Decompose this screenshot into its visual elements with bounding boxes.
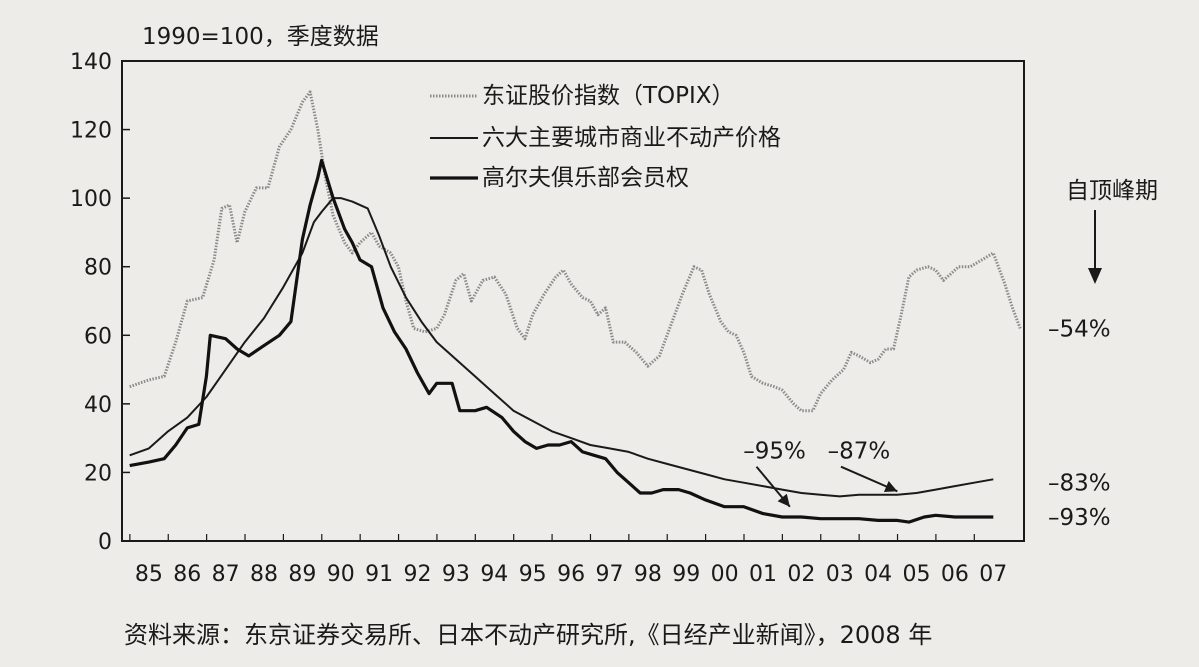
- annotation-arrow-head: [777, 493, 790, 507]
- y-tick-label: 0: [98, 530, 112, 555]
- x-tick-label: 89: [288, 562, 316, 587]
- x-tick-label: 02: [787, 562, 815, 587]
- x-axis: 85 86 87 88 89 90 91 92 93 94 95 96 97 98 99 00 01 02 03 04…: [129, 534, 1007, 587]
- y-tick-label: 20: [84, 461, 112, 486]
- series-layer: [129, 90, 1022, 524]
- y-tick-label: 140: [70, 50, 112, 75]
- series-line-1: [129, 197, 994, 498]
- x-tick-label: 99: [672, 562, 700, 587]
- x-tick-label: 85: [135, 562, 163, 587]
- source-note: 资料来源：东京证券交易所、日本不动产研究所,《日经产业新闻》，2008 年: [124, 621, 932, 649]
- x-tick-label: 07: [979, 562, 1007, 587]
- annotations: –95% –87%: [743, 439, 898, 508]
- series-line-0: [129, 90, 1022, 413]
- x-tick-label: 94: [480, 562, 508, 587]
- annotation-label: –95%: [743, 439, 806, 465]
- y-tick-label: 60: [84, 324, 112, 349]
- y-tick-label: 120: [70, 119, 112, 144]
- legend-label: 高尔夫俱乐部会员权: [482, 165, 689, 191]
- x-tick-label: 06: [941, 562, 969, 587]
- x-tick-label: 00: [711, 562, 739, 587]
- legend-label: 六大主要城市商业不动产价格: [482, 125, 781, 151]
- unit-label: 1990=100，季度数据: [142, 24, 379, 50]
- from-peak-header: 自顶峰期: [1066, 178, 1158, 204]
- right-labels: 自顶峰期 –54% –83% –93%: [1048, 178, 1158, 531]
- y-tick-label: 80: [84, 256, 112, 281]
- annotation-arrow-head: [883, 481, 898, 492]
- x-tick-label: 95: [519, 562, 547, 587]
- down-arrow-head: [1088, 268, 1102, 284]
- legend-label: 东证股价指数（TOPIX）: [482, 83, 735, 109]
- y-tick-label: 100: [70, 187, 112, 212]
- plot-area-frame: [121, 60, 1025, 542]
- x-tick-label: 03: [826, 562, 854, 587]
- x-tick-label: 93: [442, 562, 470, 587]
- x-tick-label: 98: [634, 562, 662, 587]
- x-tick-label: 86: [173, 562, 201, 587]
- from-peak-value: –93%: [1048, 505, 1111, 531]
- y-tick-label: 40: [84, 393, 112, 418]
- series-line-2: [129, 158, 994, 524]
- x-tick-label: 01: [749, 562, 777, 587]
- x-tick-label: 96: [557, 562, 585, 587]
- annotation-label: –87%: [828, 439, 891, 465]
- x-tick-label: 97: [595, 562, 623, 587]
- x-tick-label: 05: [903, 562, 931, 587]
- x-tick-label: 87: [212, 562, 240, 587]
- x-tick-label: 91: [365, 562, 393, 587]
- x-tick-label: 88: [250, 562, 278, 587]
- x-tick-label: 90: [327, 562, 355, 587]
- y-axis: 0 20 40 60 80 100 120 140: [70, 50, 130, 555]
- from-peak-value: –83%: [1048, 471, 1111, 497]
- x-tick-label: 04: [864, 562, 892, 587]
- x-tick-label: 92: [404, 562, 432, 587]
- from-peak-value: –54%: [1048, 316, 1111, 342]
